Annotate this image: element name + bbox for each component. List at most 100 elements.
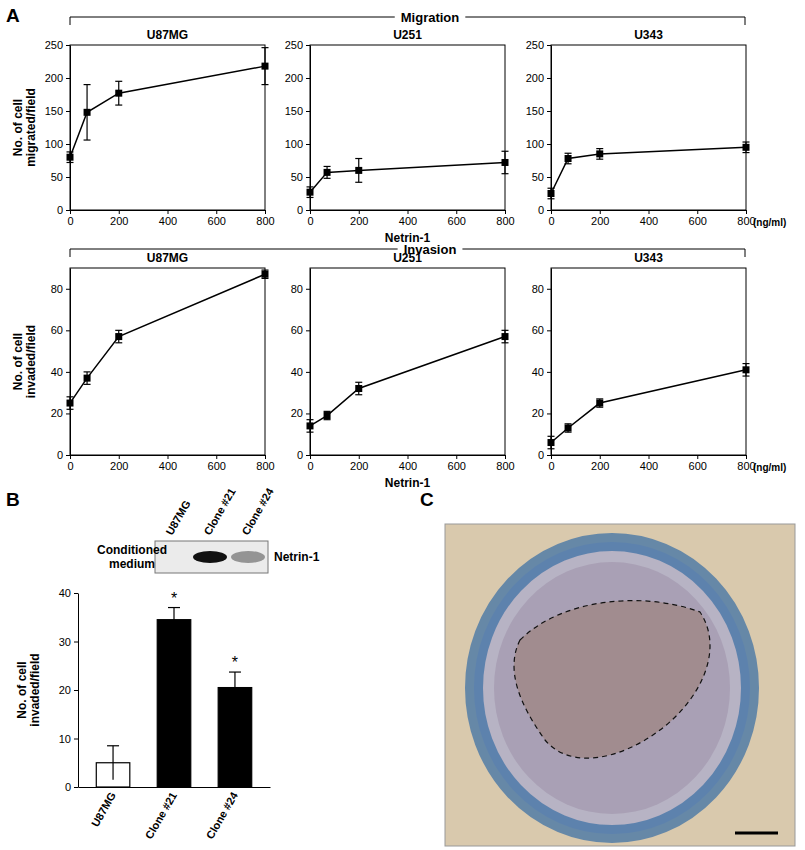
- tick: 30: [59, 636, 78, 648]
- tick-label: 0: [57, 449, 63, 461]
- tick-mark: [600, 210, 601, 214]
- error-bar: [115, 330, 122, 342]
- tick: 400: [159, 210, 177, 227]
- tick-mark: [649, 455, 650, 459]
- chart-title: U87MG: [147, 28, 188, 42]
- error-cap: [84, 139, 91, 140]
- data-point: [548, 190, 555, 197]
- tick: 20: [59, 684, 78, 696]
- data-line: [310, 162, 505, 192]
- tick-mark: [306, 372, 310, 373]
- tick: 0: [548, 455, 554, 472]
- tick-mark: [66, 289, 70, 290]
- tick-label: 0: [67, 215, 73, 227]
- data-point: [743, 366, 750, 373]
- error-cap: [502, 330, 509, 331]
- error-cap: [115, 342, 122, 343]
- tick: 0: [67, 455, 73, 472]
- tick-label: 0: [548, 215, 554, 227]
- tick: 80: [532, 283, 551, 295]
- tick-label: 20: [291, 407, 303, 419]
- error-bar: [548, 436, 555, 448]
- data-point: [307, 422, 314, 429]
- tick-label: 600: [448, 460, 466, 472]
- tick-mark: [119, 210, 120, 214]
- error-cap: [565, 432, 572, 433]
- error-bar: [262, 270, 269, 278]
- tick: 250: [285, 39, 310, 51]
- tick: 10: [59, 733, 78, 745]
- x-axis: U87MGClone #21Clone #24: [79, 788, 271, 841]
- tick-label: 80: [532, 283, 544, 295]
- error-cap: [262, 269, 269, 270]
- plot-frame: [70, 268, 265, 455]
- tick-mark: [265, 210, 266, 214]
- tick-mark: [697, 455, 698, 459]
- error-cap: [115, 104, 122, 105]
- tick: 60: [291, 324, 310, 336]
- tick-mark: [408, 455, 409, 459]
- tick-mark: [168, 210, 169, 214]
- tick-mark: [306, 45, 310, 46]
- tick-mark: [359, 210, 360, 214]
- error-cap: [115, 81, 122, 82]
- tick: 200: [350, 455, 368, 472]
- tick: 50: [51, 171, 70, 183]
- tick-label: 400: [159, 460, 177, 472]
- western-blot: U87MGClone #21Clone #24Conditionedmedium…: [97, 485, 320, 573]
- tick: 250: [526, 39, 551, 51]
- tick-mark: [547, 372, 551, 373]
- error-bar: [229, 672, 241, 703]
- data-layer: [548, 364, 750, 449]
- blot-membrane: [155, 541, 268, 573]
- data-line: [551, 147, 746, 193]
- error-bar: [324, 166, 331, 178]
- tick-label: Clone #21: [143, 790, 179, 841]
- tick: 0: [538, 204, 551, 216]
- tick-mark: [66, 177, 70, 178]
- tick-label: 100: [45, 138, 63, 150]
- tick: 200: [285, 72, 310, 84]
- axis-line: [551, 269, 552, 456]
- tick: 200: [45, 72, 70, 84]
- tick-mark: [306, 330, 310, 331]
- tick-label: 0: [297, 204, 303, 216]
- tick-mark: [66, 455, 70, 456]
- tick: 0: [297, 204, 310, 216]
- y-axis-label: invaded/field: [24, 325, 38, 398]
- line-chart: 0200400600800020406080U343(ng/ml): [532, 251, 787, 473]
- tick-label: 0: [307, 460, 313, 472]
- tick-mark: [74, 642, 78, 643]
- error-cap: [355, 394, 362, 395]
- tick-mark: [547, 289, 551, 290]
- tick-mark: [408, 210, 409, 214]
- line-chart: 0200400600800050100150200250U87MGNo. of …: [11, 28, 275, 227]
- tick-label: 400: [640, 215, 658, 227]
- tick-label: Clone #24: [204, 789, 241, 841]
- tick-mark: [456, 210, 457, 214]
- error-stem: [112, 746, 113, 780]
- x-unit-label: (ng/ml): [753, 462, 786, 473]
- axis-line: [310, 46, 311, 211]
- tick-label: 150: [45, 105, 63, 117]
- tick-label: 200: [285, 72, 303, 84]
- lane-label: U87MG: [163, 498, 192, 537]
- tick-label: 600: [689, 460, 707, 472]
- error-bar: [502, 151, 509, 173]
- data-point: [324, 412, 331, 419]
- error-cap: [355, 182, 362, 183]
- y-axis-label: No. of cell: [11, 99, 25, 156]
- tick-mark: [547, 144, 551, 145]
- error-cap: [743, 141, 750, 142]
- axis-line: [70, 46, 71, 211]
- panel-label: B: [6, 489, 20, 510]
- tick: 0: [307, 210, 313, 227]
- tick-mark: [456, 455, 457, 459]
- error-bar: [596, 399, 603, 407]
- scale-bar: [735, 832, 778, 835]
- error-bar: [743, 364, 750, 376]
- line-chart: 0200400600800020406080U87MGNo. of cellin…: [11, 251, 275, 472]
- error-bar: [548, 188, 555, 199]
- tick-label: 80: [51, 283, 63, 295]
- tick: 150: [285, 105, 310, 117]
